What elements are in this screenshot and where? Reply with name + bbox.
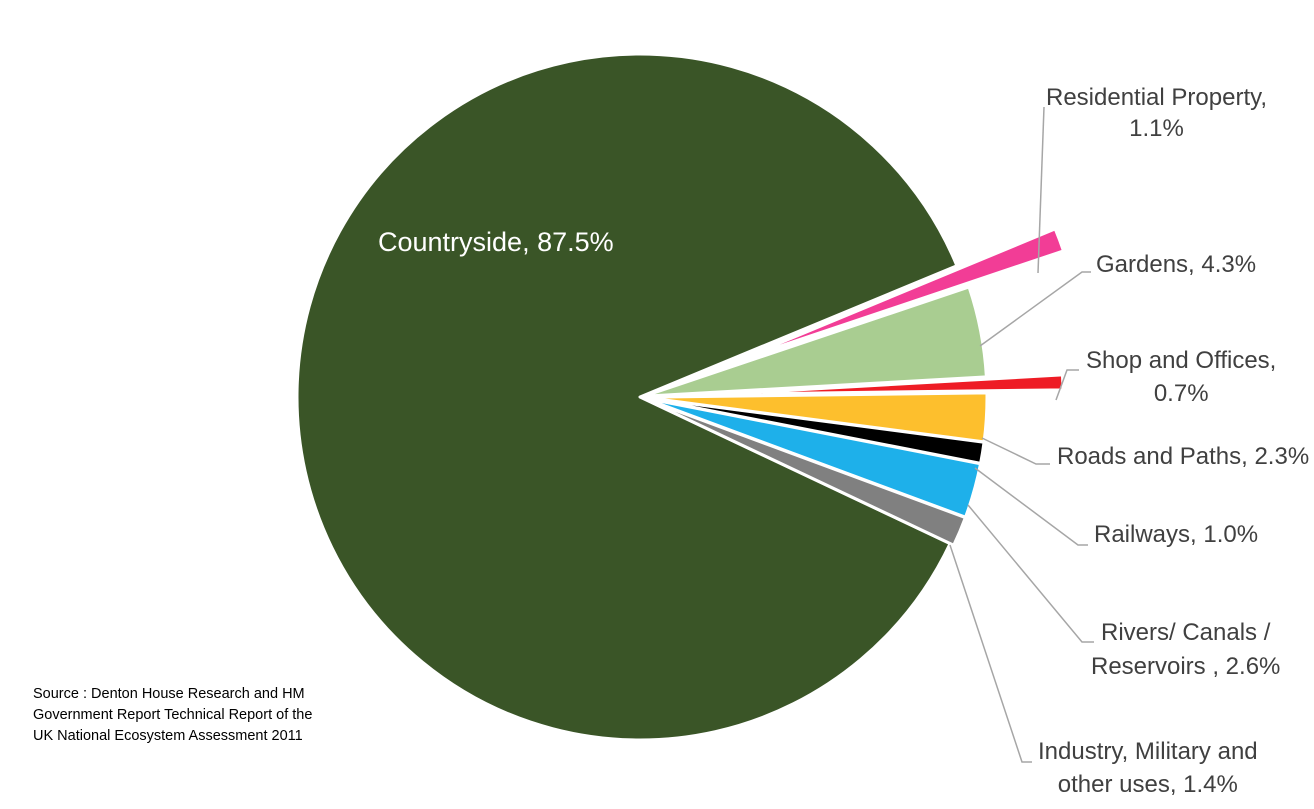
data-label-line: other uses, 1.4% [1058,771,1238,798]
data-label-railways: Railways, 1.0% [1094,521,1258,548]
data-label-countryside: Countryside, 87.5% [378,227,614,257]
pie-slice-gardens [642,285,988,398]
data-label-shop-and-offices: Shop and Offices, 0.7% [1086,347,1276,407]
data-label-line: Shop and Offices, [1086,347,1276,374]
pie-slice-industry-military-and-other-uses [642,397,967,547]
leader-lines [949,106,1094,763]
leader-line-residential-property [1037,106,1045,274]
data-label-residential-property: Residential Property, 1.1% [1046,84,1267,142]
data-label-rivers-canals-reservoirs: Rivers/ Canals / Reservoirs , 2.6% [1091,619,1280,680]
leader-line-gardens [979,271,1091,347]
data-label-gardens: Gardens, 4.3% [1096,251,1256,278]
data-label-roads-and-paths: Roads and Paths, 2.3% [1057,443,1309,470]
leader-line-roads-and-paths [981,437,1050,465]
pie-slice-residential-property [736,227,1065,362]
source-line: Government Report Technical Report of th… [33,707,313,723]
leader-line-rivers-canals-reservoirs [967,504,1094,643]
source-line: Source : Denton House Research and HM [33,686,305,702]
pie-slices [295,52,1065,742]
data-label-line: Gardens, 4.3% [1096,251,1256,278]
data-label-line: Rivers/ Canals / [1101,619,1271,646]
source-line: UK National Ecosystem Assessment 2011 [33,728,303,744]
data-label-line: Roads and Paths, 2.3% [1057,443,1309,470]
source-note: Source : Denton House Research and HM Go… [33,684,373,747]
data-labels: Countryside, 87.5% Residential Property, 1… [378,84,1309,798]
leader-line-industry-military-and-other-uses [949,544,1032,763]
leader-line-railways [974,467,1088,546]
data-label-line: 1.1% [1129,115,1184,142]
data-label-line: 0.7% [1154,380,1209,407]
data-label-line: Industry, Military and [1038,738,1258,765]
data-label-line: Railways, 1.0% [1094,521,1258,548]
leader-line-shop-and-offices [1055,369,1079,401]
pie-slice-countryside [295,52,959,742]
data-label-line: Residential Property, [1046,84,1267,111]
data-label-line: Reservoirs , 2.6% [1091,653,1280,680]
data-label-industry-military-and-other-uses: Industry, Military and other uses, 1.4% [1038,738,1258,798]
